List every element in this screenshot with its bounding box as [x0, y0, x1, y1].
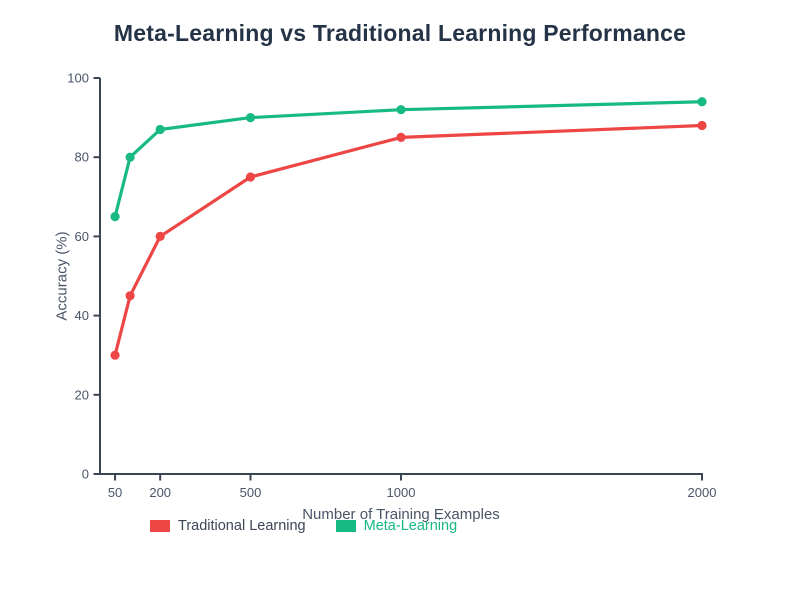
legend-label-meta-learning: Meta-Learning: [363, 518, 458, 534]
chart-title: Meta-Learning vs Traditional Learning Pe…: [113, 20, 687, 46]
data-point[interactable]: [396, 105, 406, 115]
x-tick-label: 50: [108, 485, 122, 500]
data-point[interactable]: [155, 231, 165, 241]
data-point[interactable]: [245, 113, 256, 123]
y-tick-label: 60: [75, 229, 89, 244]
legend-item-meta-learning[interactable]: Meta-Learning: [335, 518, 458, 534]
y-ticks: 0 20 40 60 80 100: [67, 71, 100, 482]
series-line-0: [113, 123, 704, 357]
legend-label-traditional-learning: Traditional Learning: [178, 518, 306, 534]
x-tick-label: 2000: [688, 485, 717, 500]
x-tick-label: 500: [240, 485, 262, 500]
y-tick-label: 40: [75, 308, 89, 323]
series-line-1: [113, 100, 704, 219]
data-point[interactable]: [697, 120, 707, 131]
data-point[interactable]: [125, 291, 135, 301]
data-point[interactable]: [396, 132, 406, 142]
legend-item-traditional-learning[interactable]: Traditional Learning: [150, 518, 306, 534]
x-axis-title: Number of Training Examples: [302, 506, 500, 523]
data-point[interactable]: [125, 152, 135, 162]
series-0: [110, 120, 707, 360]
legend: Traditional Learning Meta-Learning: [150, 518, 457, 534]
data-point[interactable]: [110, 212, 120, 222]
y-tick-label: 0: [82, 467, 89, 482]
series-1: [110, 97, 707, 222]
y-axis-title: Accuracy (%): [53, 231, 71, 321]
x-tick-label: 200: [149, 485, 171, 500]
y-tick-label: 20: [75, 387, 89, 402]
data-point[interactable]: [155, 124, 165, 135]
data-point[interactable]: [110, 350, 120, 360]
y-tick-label: 100: [67, 71, 89, 86]
traditional-learning-swatch-icon: [150, 520, 170, 532]
x-tick-label: 1000: [387, 485, 416, 500]
data-point[interactable]: [245, 172, 256, 182]
y-tick-label: 80: [75, 150, 89, 165]
data-point[interactable]: [697, 97, 707, 107]
meta-learning-swatch-icon: [335, 520, 356, 532]
x-ticks: 50 200 500 1000 2000: [108, 474, 717, 500]
